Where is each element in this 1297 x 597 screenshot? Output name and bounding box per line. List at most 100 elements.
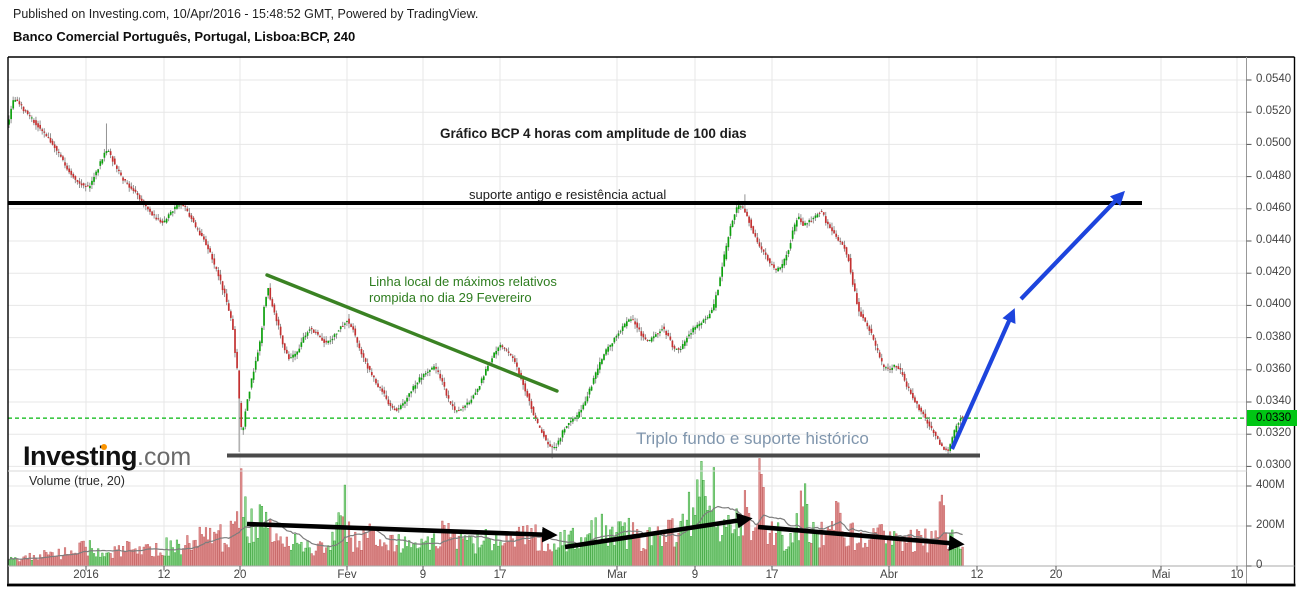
candle-body [348,318,350,324]
volume-bar [337,512,340,567]
candle-body [153,214,156,216]
candle-body [928,421,931,427]
candle-body [211,253,214,260]
candle-body [907,386,910,389]
volume-bar [698,496,701,567]
candle-body [196,228,199,230]
volume-bar [18,561,21,567]
candle-body [426,371,429,373]
candle-body [903,373,906,381]
candle-body [344,323,346,325]
volume-bar [928,543,931,567]
candle-body [590,386,593,391]
candle-body [439,373,442,379]
candle-body [621,326,624,331]
volume-bar [217,530,220,567]
candle-body [377,383,379,388]
volume-bar [891,544,894,567]
volume-bar [99,556,102,567]
candle-body [31,117,33,119]
volume-bar [119,556,123,567]
volume-bar [884,543,887,567]
candle-body [694,327,697,330]
candle-body [327,340,330,343]
candle-body [518,367,520,375]
candle-body [89,185,91,189]
volume-bar [723,519,726,567]
volume-bar [573,548,577,567]
volume-bar [501,545,504,567]
volume-bar [476,532,479,567]
candle-body [244,411,247,427]
candle-body [147,206,149,210]
volume-bar [364,532,367,567]
candle-body [134,189,137,192]
candle-body [599,362,601,370]
volume-bar [721,535,724,567]
candle-body [839,240,842,242]
volume-bar [449,537,452,567]
candle-body [951,437,954,445]
candle-body [339,326,342,330]
volume-bar [323,552,326,567]
volume-bar [111,557,114,567]
volume-bar [731,533,734,567]
time-tick-label: 2016 [73,569,99,581]
volume-bar [190,550,193,567]
volume-bar [559,532,562,567]
volume-bar [360,550,363,567]
volume-bar [242,517,245,567]
candle-body [76,180,79,182]
volume-bar [847,545,850,567]
candle-body [959,418,962,421]
volume-bar [785,549,788,567]
volume-bar [739,519,742,567]
candle-body [200,232,203,237]
volume-bar [66,554,69,567]
candle-body [814,215,817,218]
candle-body [122,177,124,181]
volume-bar [596,541,599,567]
candlestick-layer [8,96,964,459]
candle-body [298,348,301,353]
volume-bar [410,547,413,567]
volume-bar [428,549,431,567]
volume-bar [350,537,353,567]
volume-bar [677,532,680,567]
volume-bar [20,558,23,567]
candle-body [171,211,174,213]
candle-body [648,339,651,341]
candle-body [356,337,359,343]
volume-bar [528,540,531,567]
volume-bar [225,544,228,567]
candle-body [10,108,12,120]
volume-bar [634,535,637,567]
volume-bar [870,534,873,567]
candle-body [853,283,856,291]
candle-body [634,321,636,325]
candle-body [424,373,427,375]
volume-bar [499,541,502,567]
volume-bar [607,545,610,567]
volume-bar [327,545,330,567]
volume-bar [694,515,697,567]
candle-body [669,336,672,340]
volume-bar [625,549,628,567]
volume-bar [708,505,711,567]
candle-body [891,367,893,371]
volume-bar [115,549,118,567]
volume-bar [252,541,255,567]
volume-bar [704,496,707,567]
volume-bar [901,551,904,567]
volume-bar [555,549,558,567]
candle-body [727,237,730,248]
candle-body [105,151,108,154]
volume-bar [650,545,653,567]
volume-bar [546,543,550,567]
volume-bar [932,542,935,567]
volume-bar [144,544,147,567]
volume-bar [750,540,753,567]
candle-body [207,244,209,250]
candle-body [124,179,126,181]
